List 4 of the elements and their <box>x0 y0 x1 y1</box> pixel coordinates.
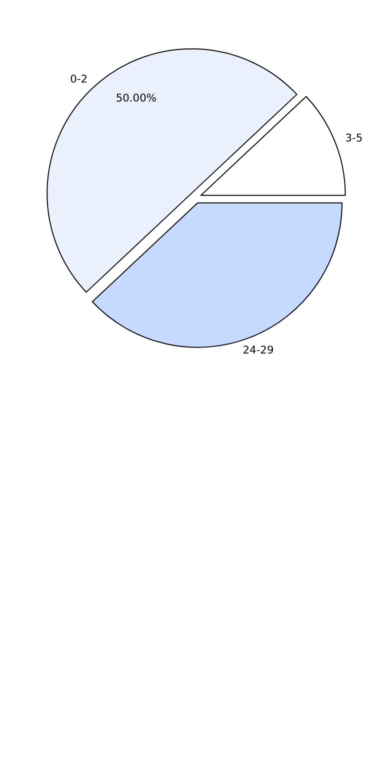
slice-label: 0-2 <box>70 72 88 86</box>
slice-label: 24-29 <box>242 343 274 356</box>
slice-label: 3-5 <box>345 131 363 144</box>
data-label: 50.00% <box>116 92 156 105</box>
